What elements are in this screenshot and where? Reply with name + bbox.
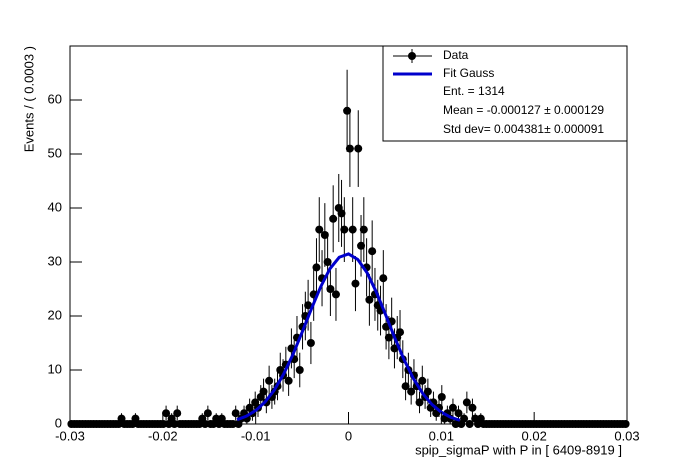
- y-tick-label: 40: [48, 199, 62, 214]
- data-point: [448, 403, 457, 412]
- y-axis-label: Events / ( 0.0003 ): [21, 46, 36, 152]
- data-point: [162, 409, 171, 418]
- x-tick-label: 0.01: [429, 428, 454, 443]
- data-point: [265, 376, 274, 385]
- x-tick-label: 0: [345, 428, 352, 443]
- data-point: [390, 344, 399, 353]
- data-point: [340, 225, 349, 234]
- data-point: [407, 387, 416, 396]
- legend-swatch: [408, 52, 416, 60]
- data-point: [462, 398, 471, 407]
- fit-curve: [236, 252, 461, 422]
- data-point: [231, 409, 240, 418]
- data-point: [304, 301, 313, 310]
- data-point: [203, 409, 212, 418]
- x-tick-label: -0.02: [148, 428, 178, 443]
- data-point: [295, 366, 304, 374]
- data-point: [396, 328, 405, 337]
- data-point: [173, 409, 182, 418]
- data-point: [329, 214, 338, 223]
- data-point: [323, 258, 332, 266]
- x-tick-label: 0.03: [614, 428, 639, 443]
- y-tick-label: 10: [48, 361, 62, 376]
- data-point: [306, 339, 315, 347]
- data-point: [365, 295, 374, 304]
- data-point: [348, 225, 357, 234]
- data-point: [379, 274, 388, 283]
- legend-box: [382, 45, 628, 142]
- legend-label: Data: [443, 48, 469, 62]
- x-tick-label: 0.02: [522, 428, 547, 443]
- data-point: [357, 241, 366, 250]
- data-point: [284, 376, 293, 385]
- data-point: [320, 231, 329, 239]
- y-tick-label: 30: [48, 253, 62, 268]
- data-point: [401, 382, 410, 391]
- data-point: [351, 279, 360, 288]
- legend-label: Fit Gauss: [443, 66, 494, 80]
- stats-line: Ent. = 1314: [443, 84, 505, 98]
- x-tick-label: -0.01: [241, 428, 271, 443]
- data-point: [354, 144, 363, 153]
- data-point: [315, 225, 324, 234]
- data-point: [468, 403, 477, 412]
- data-point: [460, 414, 469, 423]
- data-point: [368, 247, 377, 256]
- stats-line: Std dev= 0.004381± 0.000091: [443, 122, 604, 136]
- data-point: [384, 333, 393, 342]
- data-point: [454, 409, 463, 418]
- y-tick-label: 60: [48, 91, 62, 106]
- y-tick-label: 0: [55, 415, 62, 430]
- data-point: [423, 387, 432, 396]
- data-point: [312, 263, 321, 272]
- data-point: [331, 290, 340, 299]
- y-tick-label: 50: [48, 145, 62, 160]
- data-point: [345, 144, 354, 153]
- x-tick-label: -0.03: [55, 428, 85, 443]
- stats-line: Mean = -0.000127 ± 0.000129: [443, 103, 604, 117]
- data-point: [337, 209, 346, 218]
- y-tick-label: 20: [48, 307, 62, 322]
- data-point: [259, 387, 268, 396]
- data-point: [359, 225, 368, 234]
- data-point: [326, 285, 335, 293]
- legend: Data Fit Gauss Ent. = 1314 Mean = -0.000127…: [382, 45, 628, 142]
- x-axis-label: spip_sigmaP with P in [ 6409-8919 ]: [415, 442, 622, 457]
- data-point: [418, 376, 427, 385]
- data-point: [343, 106, 352, 115]
- data-point: [415, 398, 424, 407]
- data-point: [437, 393, 446, 401]
